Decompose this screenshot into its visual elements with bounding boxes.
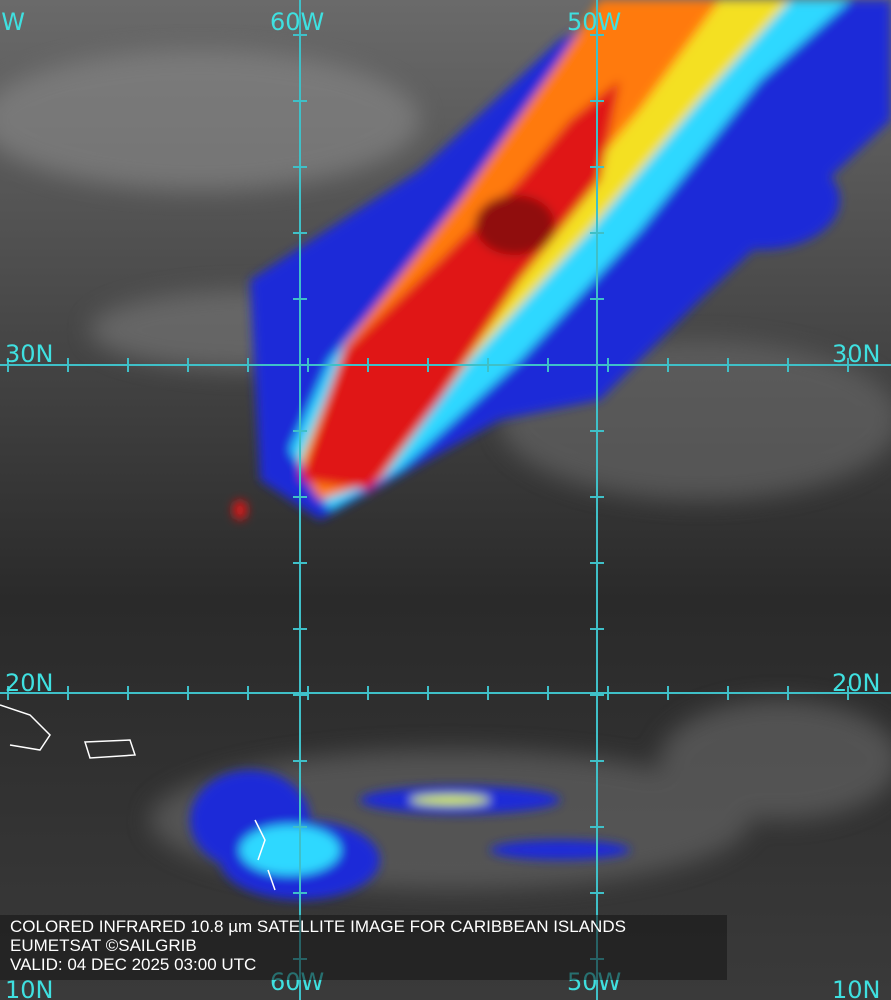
grid-label: 10N — [5, 976, 54, 1000]
caption-line: EUMETSAT ©SAILGRIB — [10, 936, 197, 955]
grid-label: 60W — [270, 8, 324, 36]
caption-line: COLORED INFRARED 10.8 µm SATELLITE IMAGE… — [10, 917, 626, 936]
grid-label: 0W — [0, 8, 25, 36]
caption-line: VALID: 04 DEC 2025 03:00 UTC — [10, 955, 257, 974]
grid-label: 50W — [567, 8, 621, 36]
grid-label: 10N — [832, 976, 881, 1000]
caption: COLORED INFRARED 10.8 µm SATELLITE IMAGE… — [0, 915, 727, 980]
grid-label: 20N — [5, 669, 54, 697]
grid-label: 20N — [832, 669, 881, 697]
grid-label: 30N — [832, 340, 881, 368]
grid-label: 30N — [5, 340, 54, 368]
